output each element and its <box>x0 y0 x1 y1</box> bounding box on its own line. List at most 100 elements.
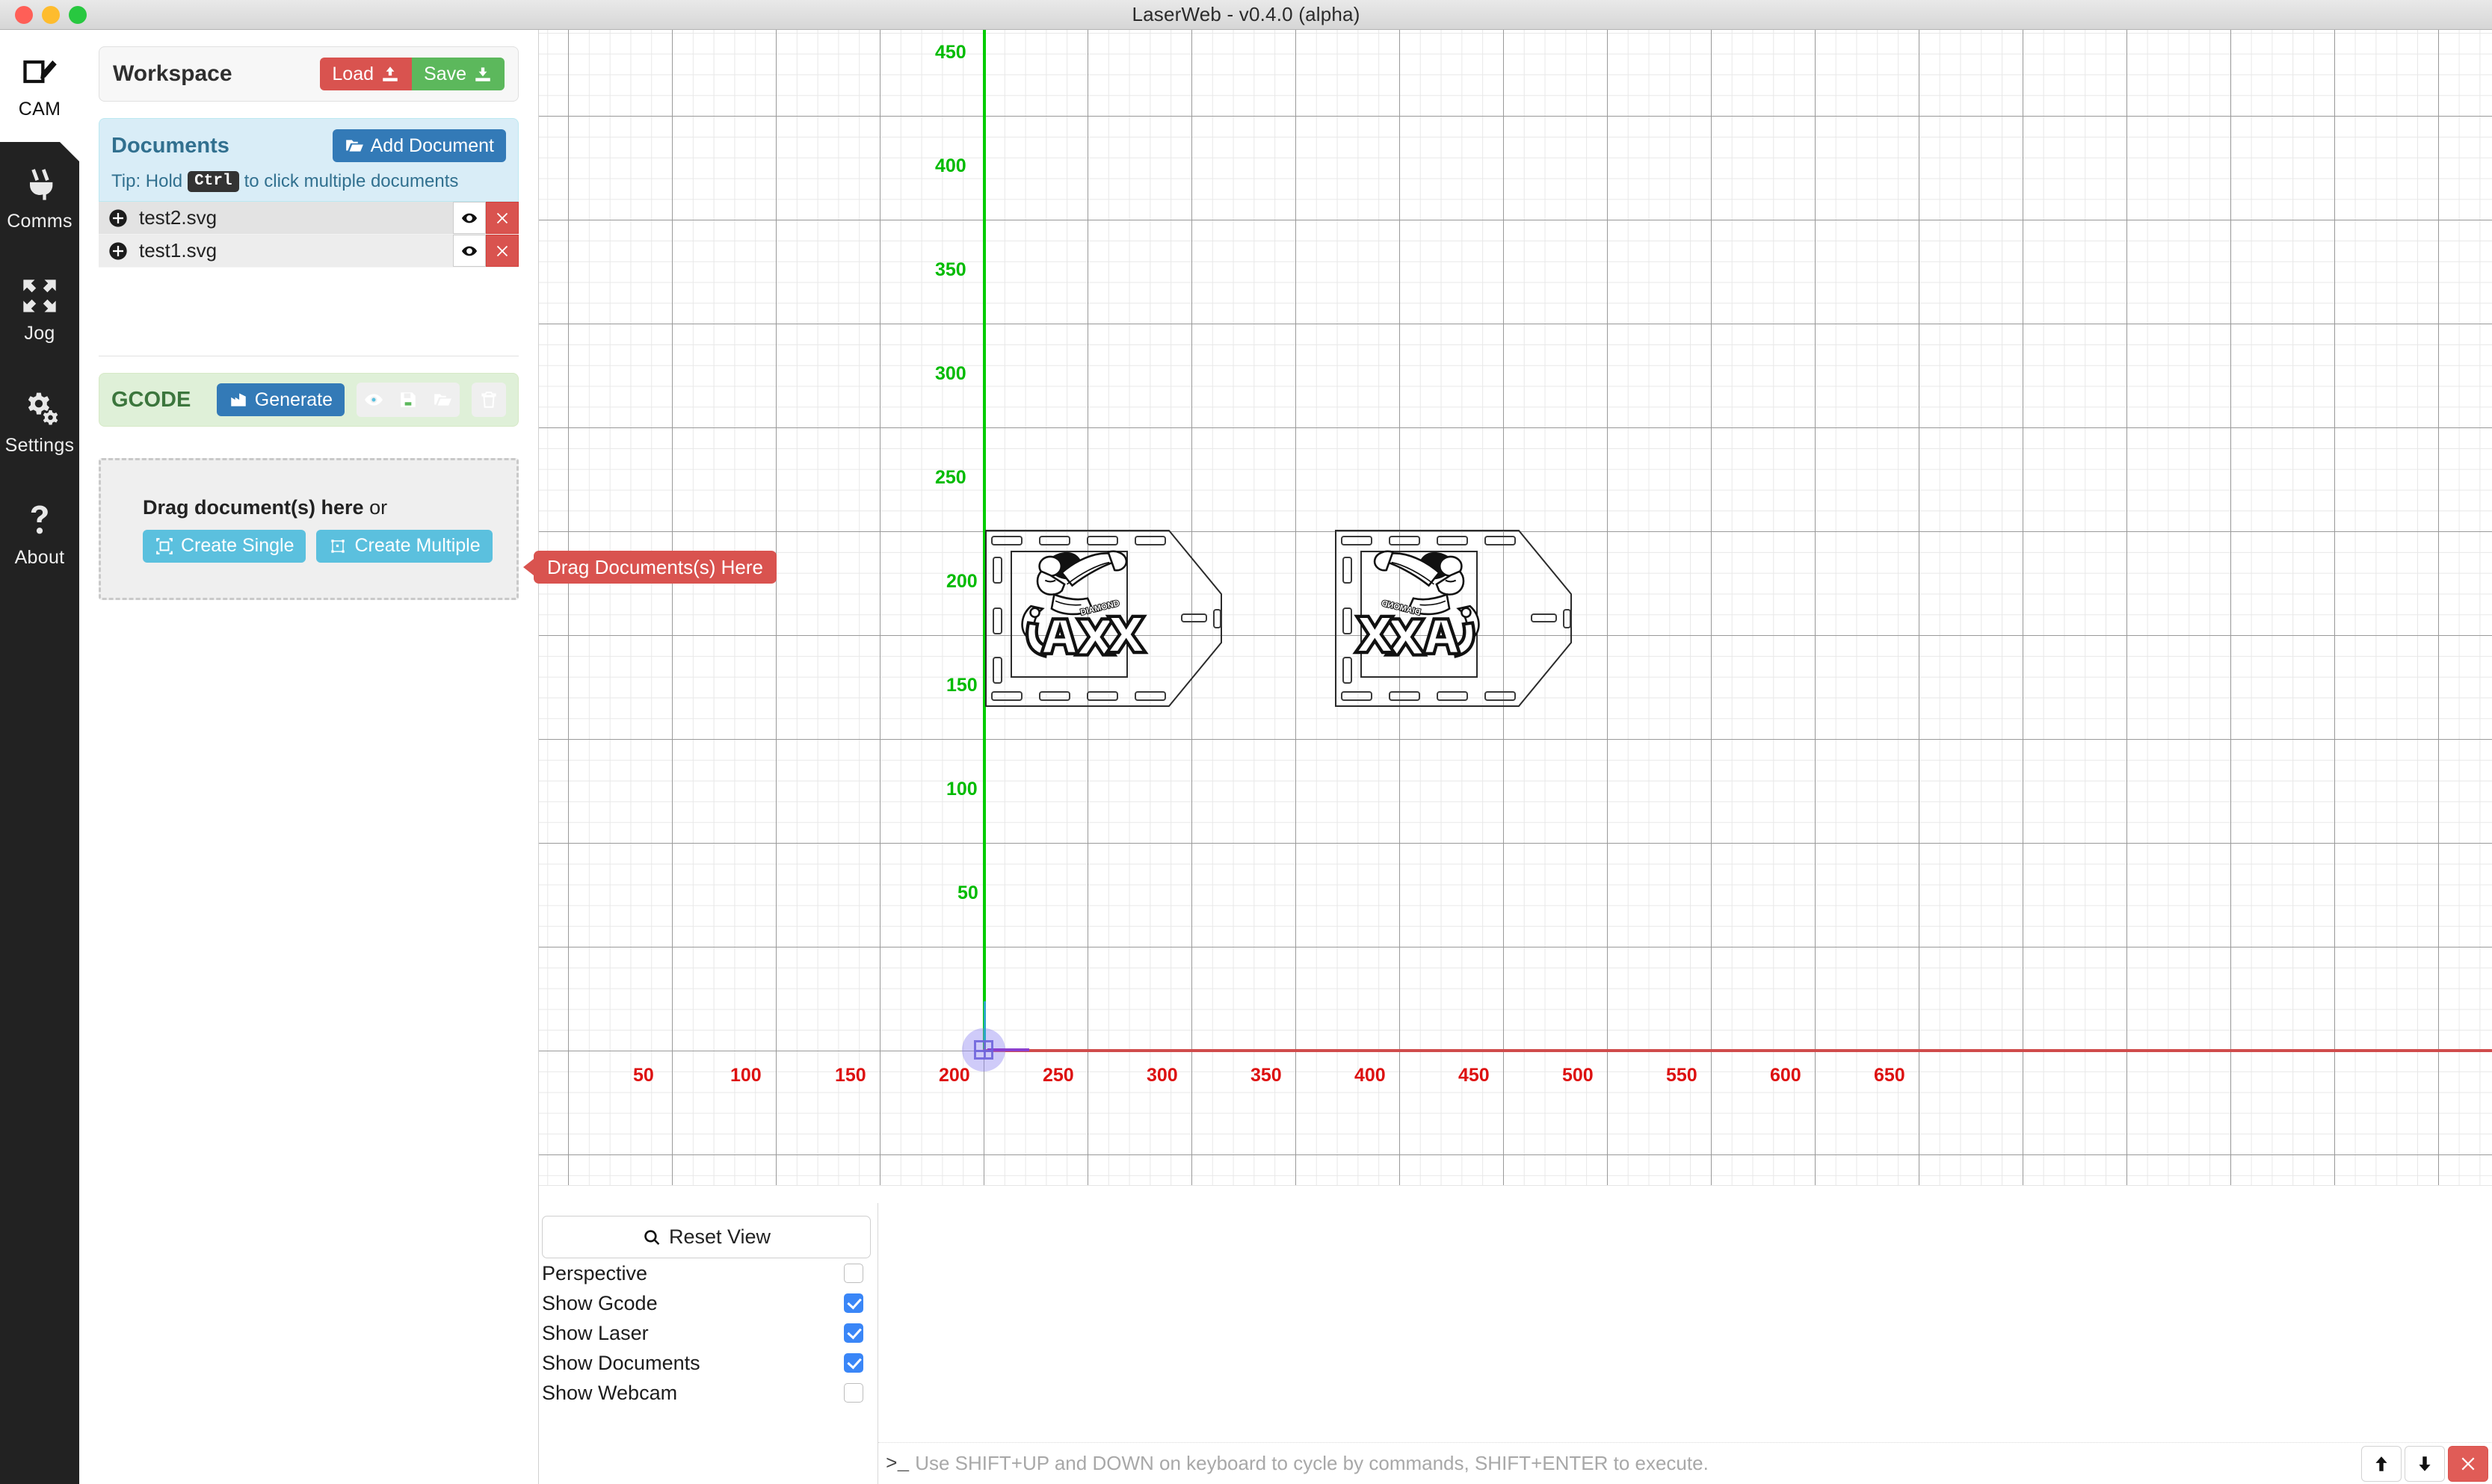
nav-label-jog: Jog <box>24 322 55 344</box>
main-nav-rail: CAM Comms Jog Settings <box>0 10 79 1484</box>
create-single-icon <box>156 537 173 554</box>
console-input-row[interactable]: >_ Use SHIFT+UP and DOWN on keyboard to … <box>878 1442 2492 1484</box>
dropzone-strong: Drag document(s) here <box>143 495 364 519</box>
toggle-show-documents-row[interactable]: Show Documents <box>542 1348 871 1378</box>
documents-header: Documents Add Document <box>111 129 506 162</box>
arrow-up-icon <box>2375 1456 2387 1471</box>
x-axis-line <box>983 1049 2492 1052</box>
document-name: test2.svg <box>139 206 218 229</box>
window-traffic-lights <box>0 5 87 24</box>
origin-x-axis <box>987 1048 1029 1051</box>
toggle-show-gcode-checkbox[interactable] <box>844 1293 863 1313</box>
save-gcode-button[interactable] <box>391 383 425 417</box>
folder-open-icon <box>345 140 363 152</box>
preview-gcode-button[interactable] <box>357 383 391 417</box>
workspace-load-label: Load <box>332 63 374 84</box>
nav-item-about[interactable]: About <box>0 478 79 590</box>
gears-icon <box>20 389 59 427</box>
nav-item-jog[interactable]: Jog <box>0 254 79 366</box>
y-tick: 200 <box>946 571 978 592</box>
x-tick: 200 <box>939 1065 970 1086</box>
y-tick: 400 <box>935 155 966 176</box>
arrows-expand-icon <box>20 276 59 315</box>
y-tick: 150 <box>946 675 978 696</box>
generate-gcode-button[interactable]: Generate <box>216 383 345 416</box>
create-multiple-button[interactable]: Create Multiple <box>316 529 493 563</box>
console-panel: >_ Use SHIFT+UP and DOWN on keyboard to … <box>878 1203 2492 1484</box>
toggle-show-documents-label: Show Documents <box>542 1351 700 1374</box>
create-single-button[interactable]: Create Single <box>143 529 306 563</box>
close-icon <box>496 245 508 256</box>
create-single-label: Create Single <box>181 535 294 556</box>
nav-item-comms[interactable]: Comms <box>0 142 79 254</box>
maximize-window-button[interactable] <box>69 5 87 24</box>
reset-view-label: Reset View <box>668 1225 771 1248</box>
drag-documents-tooltip: Drag Documents(s) Here <box>523 551 777 584</box>
workspace-load-button[interactable]: Load <box>320 58 413 90</box>
toggle-show-laser-row[interactable]: Show Laser <box>542 1318 871 1348</box>
nav-label-cam: CAM <box>18 98 61 120</box>
document-dropzone[interactable]: Drag document(s) here or Create Single C… <box>99 458 519 600</box>
gcode-section: GCODE Generate <box>99 356 519 427</box>
plug-icon <box>20 164 59 203</box>
toggle-show-documents-checkbox[interactable] <box>844 1353 863 1373</box>
eye-icon <box>461 246 478 256</box>
toggle-show-laser-checkbox[interactable] <box>844 1323 863 1343</box>
y-tick: 450 <box>935 42 966 63</box>
gcode-icon-buttons <box>357 383 460 417</box>
delete-document-button[interactable] <box>486 235 519 267</box>
console-buttons <box>2361 1445 2492 1482</box>
nav-label-comms: Comms <box>7 210 73 232</box>
toggle-visibility-button[interactable] <box>453 202 486 234</box>
add-document-button[interactable]: Add Document <box>332 129 506 162</box>
generate-label: Generate <box>254 389 333 410</box>
x-tick: 50 <box>633 1065 654 1086</box>
documents-tip: Tip: Hold Ctrl to click multiple documen… <box>111 171 506 192</box>
console-clear-button[interactable] <box>2448 1445 2488 1482</box>
nav-label-about: About <box>14 546 65 568</box>
close-window-button[interactable] <box>15 5 33 24</box>
nav-item-settings[interactable]: Settings <box>0 366 79 478</box>
workspace-title: Workspace <box>113 61 232 86</box>
pencil-square-icon <box>20 52 59 91</box>
x-tick: 450 <box>1458 1065 1490 1086</box>
x-tick: 350 <box>1250 1065 1282 1086</box>
gcode-title: GCODE <box>111 387 191 412</box>
window-title: LaserWeb - v0.4.0 (alpha) <box>1132 3 1360 25</box>
list-item[interactable]: test2.svg <box>99 202 519 235</box>
trash-icon <box>481 392 496 408</box>
reset-view-button[interactable]: Reset View <box>542 1216 871 1258</box>
close-icon <box>2461 1457 2475 1470</box>
dropzone-text: Drag document(s) here or <box>143 496 516 519</box>
workspace-card: Workspace Load Save <box>99 46 519 102</box>
toggle-perspective-checkbox[interactable] <box>844 1264 863 1283</box>
workspace-save-button[interactable]: Save <box>412 58 505 90</box>
toggle-perspective-row[interactable]: Perspective <box>542 1258 871 1288</box>
chart-bars-icon <box>231 393 246 406</box>
documents-tip-suffix: to click multiple documents <box>244 171 459 191</box>
toggle-show-webcam-checkbox[interactable] <box>844 1383 863 1403</box>
toggle-show-gcode-row[interactable]: Show Gcode <box>542 1288 871 1318</box>
list-item[interactable]: test1.svg <box>99 235 519 268</box>
minimize-window-button[interactable] <box>42 5 60 24</box>
nav-label-settings: Settings <box>4 434 75 456</box>
clear-gcode-button[interactable] <box>472 383 506 417</box>
console-command-input[interactable]: Use SHIFT+UP and DOWN on keyboard to cyc… <box>915 1452 1709 1474</box>
toggle-visibility-button[interactable] <box>453 235 486 267</box>
documents-list: test2.svg test1.svg <box>99 202 519 268</box>
window-titlebar: LaserWeb - v0.4.0 (alpha) <box>0 0 2492 30</box>
delete-document-button[interactable] <box>486 202 519 234</box>
add-document-label: Add Document <box>370 135 494 156</box>
nav-item-cam[interactable]: CAM <box>0 10 79 161</box>
expand-plus-icon[interactable] <box>108 208 129 229</box>
origin-z-axis <box>984 1001 986 1043</box>
load-gcode-button[interactable] <box>425 383 460 417</box>
dropzone-buttons: Create Single Create Multiple <box>143 529 516 563</box>
console-history-down-button[interactable] <box>2405 1445 2445 1482</box>
toggle-show-webcam-row[interactable]: Show Webcam <box>542 1378 871 1408</box>
create-multiple-icon <box>331 539 345 553</box>
expand-plus-icon[interactable] <box>108 241 129 262</box>
document-actions <box>453 235 519 267</box>
eye-icon <box>365 394 383 406</box>
console-history-up-button[interactable] <box>2361 1445 2402 1482</box>
